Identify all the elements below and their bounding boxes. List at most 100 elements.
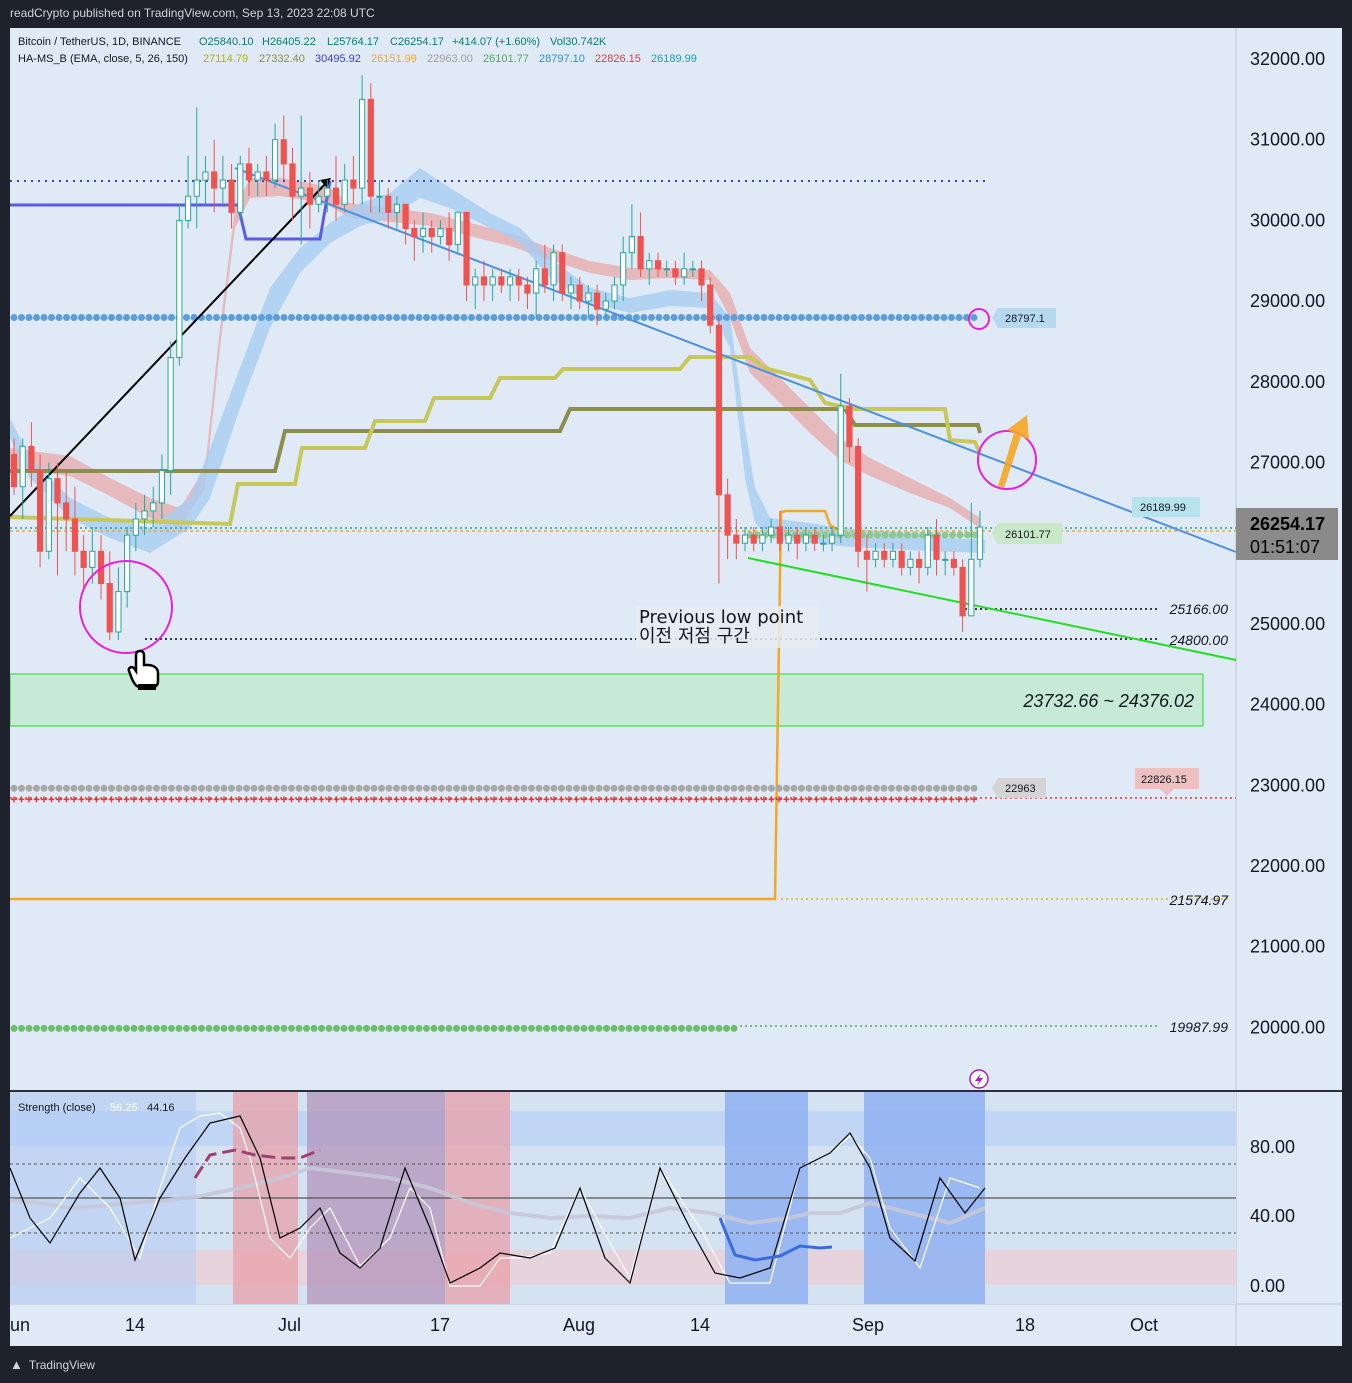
- descending-trendline[interactable]: [234, 167, 1237, 553]
- candle[interactable]: [576, 276, 583, 310]
- candle[interactable]: [402, 203, 409, 245]
- candle[interactable]: [898, 543, 905, 576]
- candle[interactable]: [89, 527, 96, 584]
- candle[interactable]: [750, 527, 757, 552]
- candle[interactable]: [924, 527, 931, 576]
- candle[interactable]: [541, 244, 548, 294]
- candle[interactable]: [45, 462, 52, 560]
- candle[interactable]: [376, 180, 383, 213]
- candle[interactable]: [637, 212, 644, 277]
- candle[interactable]: [332, 155, 340, 221]
- candle[interactable]: [863, 535, 870, 592]
- candle[interactable]: [976, 510, 984, 568]
- candle[interactable]: [950, 551, 957, 576]
- candle[interactable]: [472, 268, 479, 310]
- candle[interactable]: [315, 180, 322, 213]
- candle[interactable]: [271, 123, 279, 189]
- candle[interactable]: [646, 252, 653, 285]
- candle[interactable]: [480, 260, 488, 302]
- candle[interactable]: [193, 107, 200, 229]
- candle[interactable]: [837, 373, 844, 544]
- candle[interactable]: [437, 220, 444, 245]
- candle[interactable]: [367, 83, 374, 213]
- breakout-highlight-circle[interactable]: [977, 430, 1037, 490]
- candle[interactable]: [768, 518, 775, 544]
- candle[interactable]: [759, 527, 766, 552]
- candle[interactable]: [419, 212, 427, 253]
- candle[interactable]: [915, 551, 923, 584]
- candle[interactable]: [620, 236, 627, 302]
- candle[interactable]: [741, 527, 749, 552]
- candle[interactable]: [654, 252, 662, 277]
- candle[interactable]: [968, 502, 975, 617]
- candle[interactable]: [280, 115, 287, 181]
- candle[interactable]: [515, 268, 522, 302]
- candle[interactable]: [237, 155, 244, 221]
- candle[interactable]: [306, 171, 313, 229]
- lightning-icon[interactable]: [969, 1069, 989, 1089]
- candle[interactable]: [715, 317, 723, 584]
- candle[interactable]: [428, 220, 435, 253]
- candle[interactable]: [158, 454, 166, 519]
- candle[interactable]: [211, 139, 218, 213]
- candle[interactable]: [263, 155, 270, 197]
- candle[interactable]: [341, 163, 348, 213]
- candle[interactable]: [802, 527, 810, 552]
- oscillator-pane[interactable]: Strength (close) 56.25 44.16 80.00 40.00…: [10, 1092, 1295, 1304]
- candle[interactable]: [707, 276, 714, 334]
- candle[interactable]: [71, 486, 79, 576]
- candle[interactable]: [132, 502, 139, 552]
- candle[interactable]: [202, 155, 209, 205]
- candle[interactable]: [811, 527, 818, 552]
- up-arrow-icon[interactable]: [998, 415, 1029, 488]
- candle[interactable]: [446, 212, 453, 261]
- candle[interactable]: [245, 147, 253, 197]
- candle[interactable]: [907, 551, 914, 576]
- candle[interactable]: [785, 527, 792, 552]
- candle[interactable]: [872, 543, 879, 568]
- rising-trendline[interactable]: [10, 180, 329, 517]
- candle[interactable]: [80, 535, 87, 592]
- candle[interactable]: [585, 284, 592, 318]
- candle[interactable]: [933, 518, 940, 576]
- candle[interactable]: [724, 478, 731, 560]
- candle[interactable]: [689, 260, 696, 277]
- support-trendline[interactable]: [747, 557, 1237, 661]
- candle[interactable]: [628, 204, 635, 269]
- candle[interactable]: [324, 180, 331, 213]
- candle[interactable]: [359, 75, 366, 205]
- candle[interactable]: [959, 559, 966, 632]
- candle[interactable]: [550, 244, 557, 302]
- candle[interactable]: [115, 567, 122, 641]
- candle[interactable]: [498, 268, 505, 294]
- candle[interactable]: [889, 543, 897, 568]
- candle[interactable]: [463, 211, 470, 302]
- candle[interactable]: [776, 510, 783, 552]
- candle[interactable]: [385, 188, 392, 229]
- candle[interactable]: [19, 438, 26, 519]
- candle[interactable]: [506, 268, 514, 302]
- candle[interactable]: [289, 147, 296, 221]
- candle[interactable]: [393, 196, 401, 229]
- candle[interactable]: [533, 260, 540, 318]
- candle[interactable]: [524, 276, 531, 310]
- candle[interactable]: [254, 163, 261, 197]
- candle[interactable]: [141, 494, 148, 536]
- candle[interactable]: [176, 204, 183, 366]
- osc-name[interactable]: Strength (close): [18, 1102, 96, 1114]
- candle[interactable]: [167, 341, 174, 495]
- candle[interactable]: [228, 163, 235, 229]
- candle[interactable]: [184, 155, 192, 229]
- candle[interactable]: [663, 260, 670, 277]
- candle[interactable]: [28, 422, 35, 487]
- candle[interactable]: [672, 260, 679, 285]
- candle[interactable]: [106, 551, 113, 641]
- candle[interactable]: [567, 276, 575, 310]
- chart-frame[interactable]: 23732.66 ~ 24376.02: [10, 28, 1342, 1346]
- legend-symbol[interactable]: Bitcoin / TetherUS, 1D, BINANCE: [18, 36, 181, 48]
- low-highlight-circle[interactable]: [79, 560, 173, 654]
- candle[interactable]: [733, 518, 740, 560]
- candle[interactable]: [10, 438, 18, 495]
- candle[interactable]: [820, 535, 827, 552]
- candle[interactable]: [489, 268, 496, 302]
